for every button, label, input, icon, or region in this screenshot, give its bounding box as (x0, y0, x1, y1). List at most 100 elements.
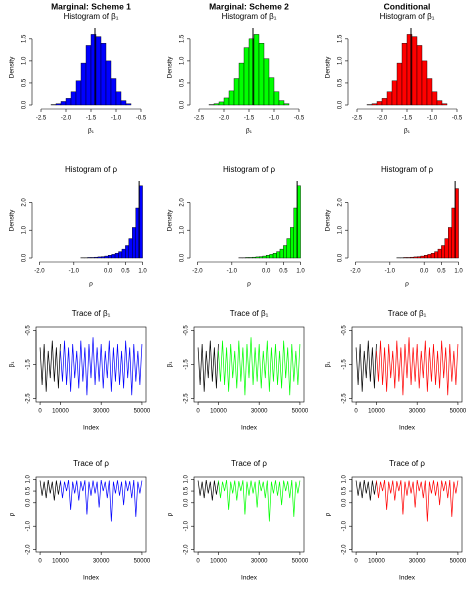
y-axis-label: Density (9, 209, 16, 231)
y-axis-label: β₁ (9, 361, 16, 368)
histogram-bar (293, 207, 298, 259)
histogram-bar (245, 257, 250, 259)
histogram-bar (228, 90, 235, 106)
panel-title: Histogram of ρ (381, 165, 434, 174)
histogram-bar (296, 185, 301, 259)
plot-box (193, 326, 305, 403)
x-axis-label: β₁ (404, 128, 411, 135)
x-axis-label: Index (241, 575, 258, 582)
histogram-bar (448, 227, 452, 259)
histogram-bar (441, 103, 448, 106)
x-tick-label: 50000 (450, 409, 467, 415)
y-tick-label: 1.0 (338, 225, 344, 234)
x-tick-label: 0.5 (437, 269, 446, 275)
plot-box (193, 476, 305, 553)
y-tick-label: 1.5 (338, 34, 344, 43)
histogram-bar (283, 103, 290, 106)
y-axis-label: ρ (325, 512, 332, 516)
y-tick-label: 0.0 (22, 253, 28, 262)
histogram-bar (55, 103, 62, 106)
y-tick-label: -0.5 (26, 325, 32, 336)
histogram-bar (391, 80, 398, 106)
x-tick-label: -0.5 (452, 116, 463, 122)
histogram-bar (386, 91, 393, 106)
x-tick-label: 30000 (409, 559, 426, 565)
x-tick-label: -0.5 (136, 116, 147, 122)
column-title: Conditional (384, 1, 431, 11)
histogram-bar (444, 238, 449, 259)
x-tick-label: 50000 (450, 559, 467, 565)
y-tick-label: 0.0 (338, 100, 344, 109)
histogram-bar (411, 36, 418, 106)
plot-box (35, 476, 147, 553)
x-tick-label: 0 (196, 409, 200, 415)
histogram-bar (125, 103, 132, 106)
x-tick-label: 50000 (292, 409, 309, 415)
y-axis-label: β₁ (325, 361, 332, 368)
y-tick-label: -2.5 (26, 393, 32, 404)
trace-line (355, 340, 377, 392)
y-axis-label: ρ (167, 512, 174, 516)
x-tick-label: -1.5 (86, 116, 97, 122)
histogram-bar (255, 256, 260, 259)
y-tick-label: 1.0 (22, 56, 28, 65)
y-tick-label: 0.0 (184, 498, 190, 507)
y-tick-label: 2.0 (338, 198, 344, 207)
x-tick-label: 1.0 (296, 269, 305, 275)
histogram-bar (60, 101, 67, 106)
x-axis-label: Index (399, 575, 416, 582)
histogram-bar (431, 91, 438, 106)
histogram-bar (290, 227, 294, 259)
column-title: Marginal: Scheme 1 (51, 1, 131, 11)
y-tick-label: 0.0 (26, 498, 32, 507)
x-tick-label: -2.0 (61, 116, 72, 122)
histogram-bar (120, 100, 127, 106)
histogram-bar (87, 257, 92, 259)
histogram-bar (381, 98, 388, 106)
histogram-bar (451, 207, 456, 259)
y-tick-label: 0.5 (26, 486, 32, 495)
x-tick-label: 10000 (210, 409, 227, 415)
y-tick-label: -0.5 (342, 325, 348, 336)
histogram-bar (283, 245, 288, 259)
histogram-bar (253, 34, 260, 106)
x-tick-label: -1.0 (427, 116, 438, 122)
histogram-bar (105, 60, 112, 106)
histogram-bar (90, 257, 95, 259)
histogram-bar (259, 256, 263, 259)
histogram-bar (132, 227, 136, 259)
x-tick-label: -2.0 (377, 116, 388, 122)
x-tick-label: -2.5 (352, 116, 363, 122)
panel-title: Histogram of β₁ (64, 12, 119, 21)
panel: Trace of β₁ Index β₁ 0 10000 30000 50000 -2.5 -1… (167, 309, 309, 432)
histogram-bar (262, 255, 267, 259)
x-tick-label: -2.0 (192, 269, 203, 275)
histogram-bar (223, 97, 230, 106)
y-tick-label: 1.0 (180, 56, 186, 65)
x-axis-label: ρ (89, 281, 93, 288)
y-tick-label: 0.5 (338, 78, 344, 87)
trace-line (39, 479, 61, 501)
y-tick-label: -1.5 (184, 359, 190, 370)
histogram-bar (401, 43, 408, 106)
x-tick-label: 0.5 (121, 269, 130, 275)
trace-line (197, 340, 219, 392)
trace-line (355, 479, 377, 501)
x-tick-label: -1.0 (269, 116, 280, 122)
histogram-bar (273, 91, 280, 106)
histogram-bar (75, 80, 82, 106)
y-tick-label: 0.0 (180, 100, 186, 109)
histogram-bar (436, 100, 443, 106)
histogram-bar (218, 101, 225, 106)
x-tick-label: 0 (354, 409, 358, 415)
trace-line (60, 479, 143, 522)
histogram-bar (114, 253, 119, 259)
histogram-bar (101, 256, 105, 259)
histogram-bar (135, 207, 140, 259)
y-axis-label: Density (325, 209, 332, 231)
y-tick-label: 0.5 (22, 78, 28, 87)
x-tick-label: 0 (38, 409, 42, 415)
histogram-bar (107, 255, 112, 259)
